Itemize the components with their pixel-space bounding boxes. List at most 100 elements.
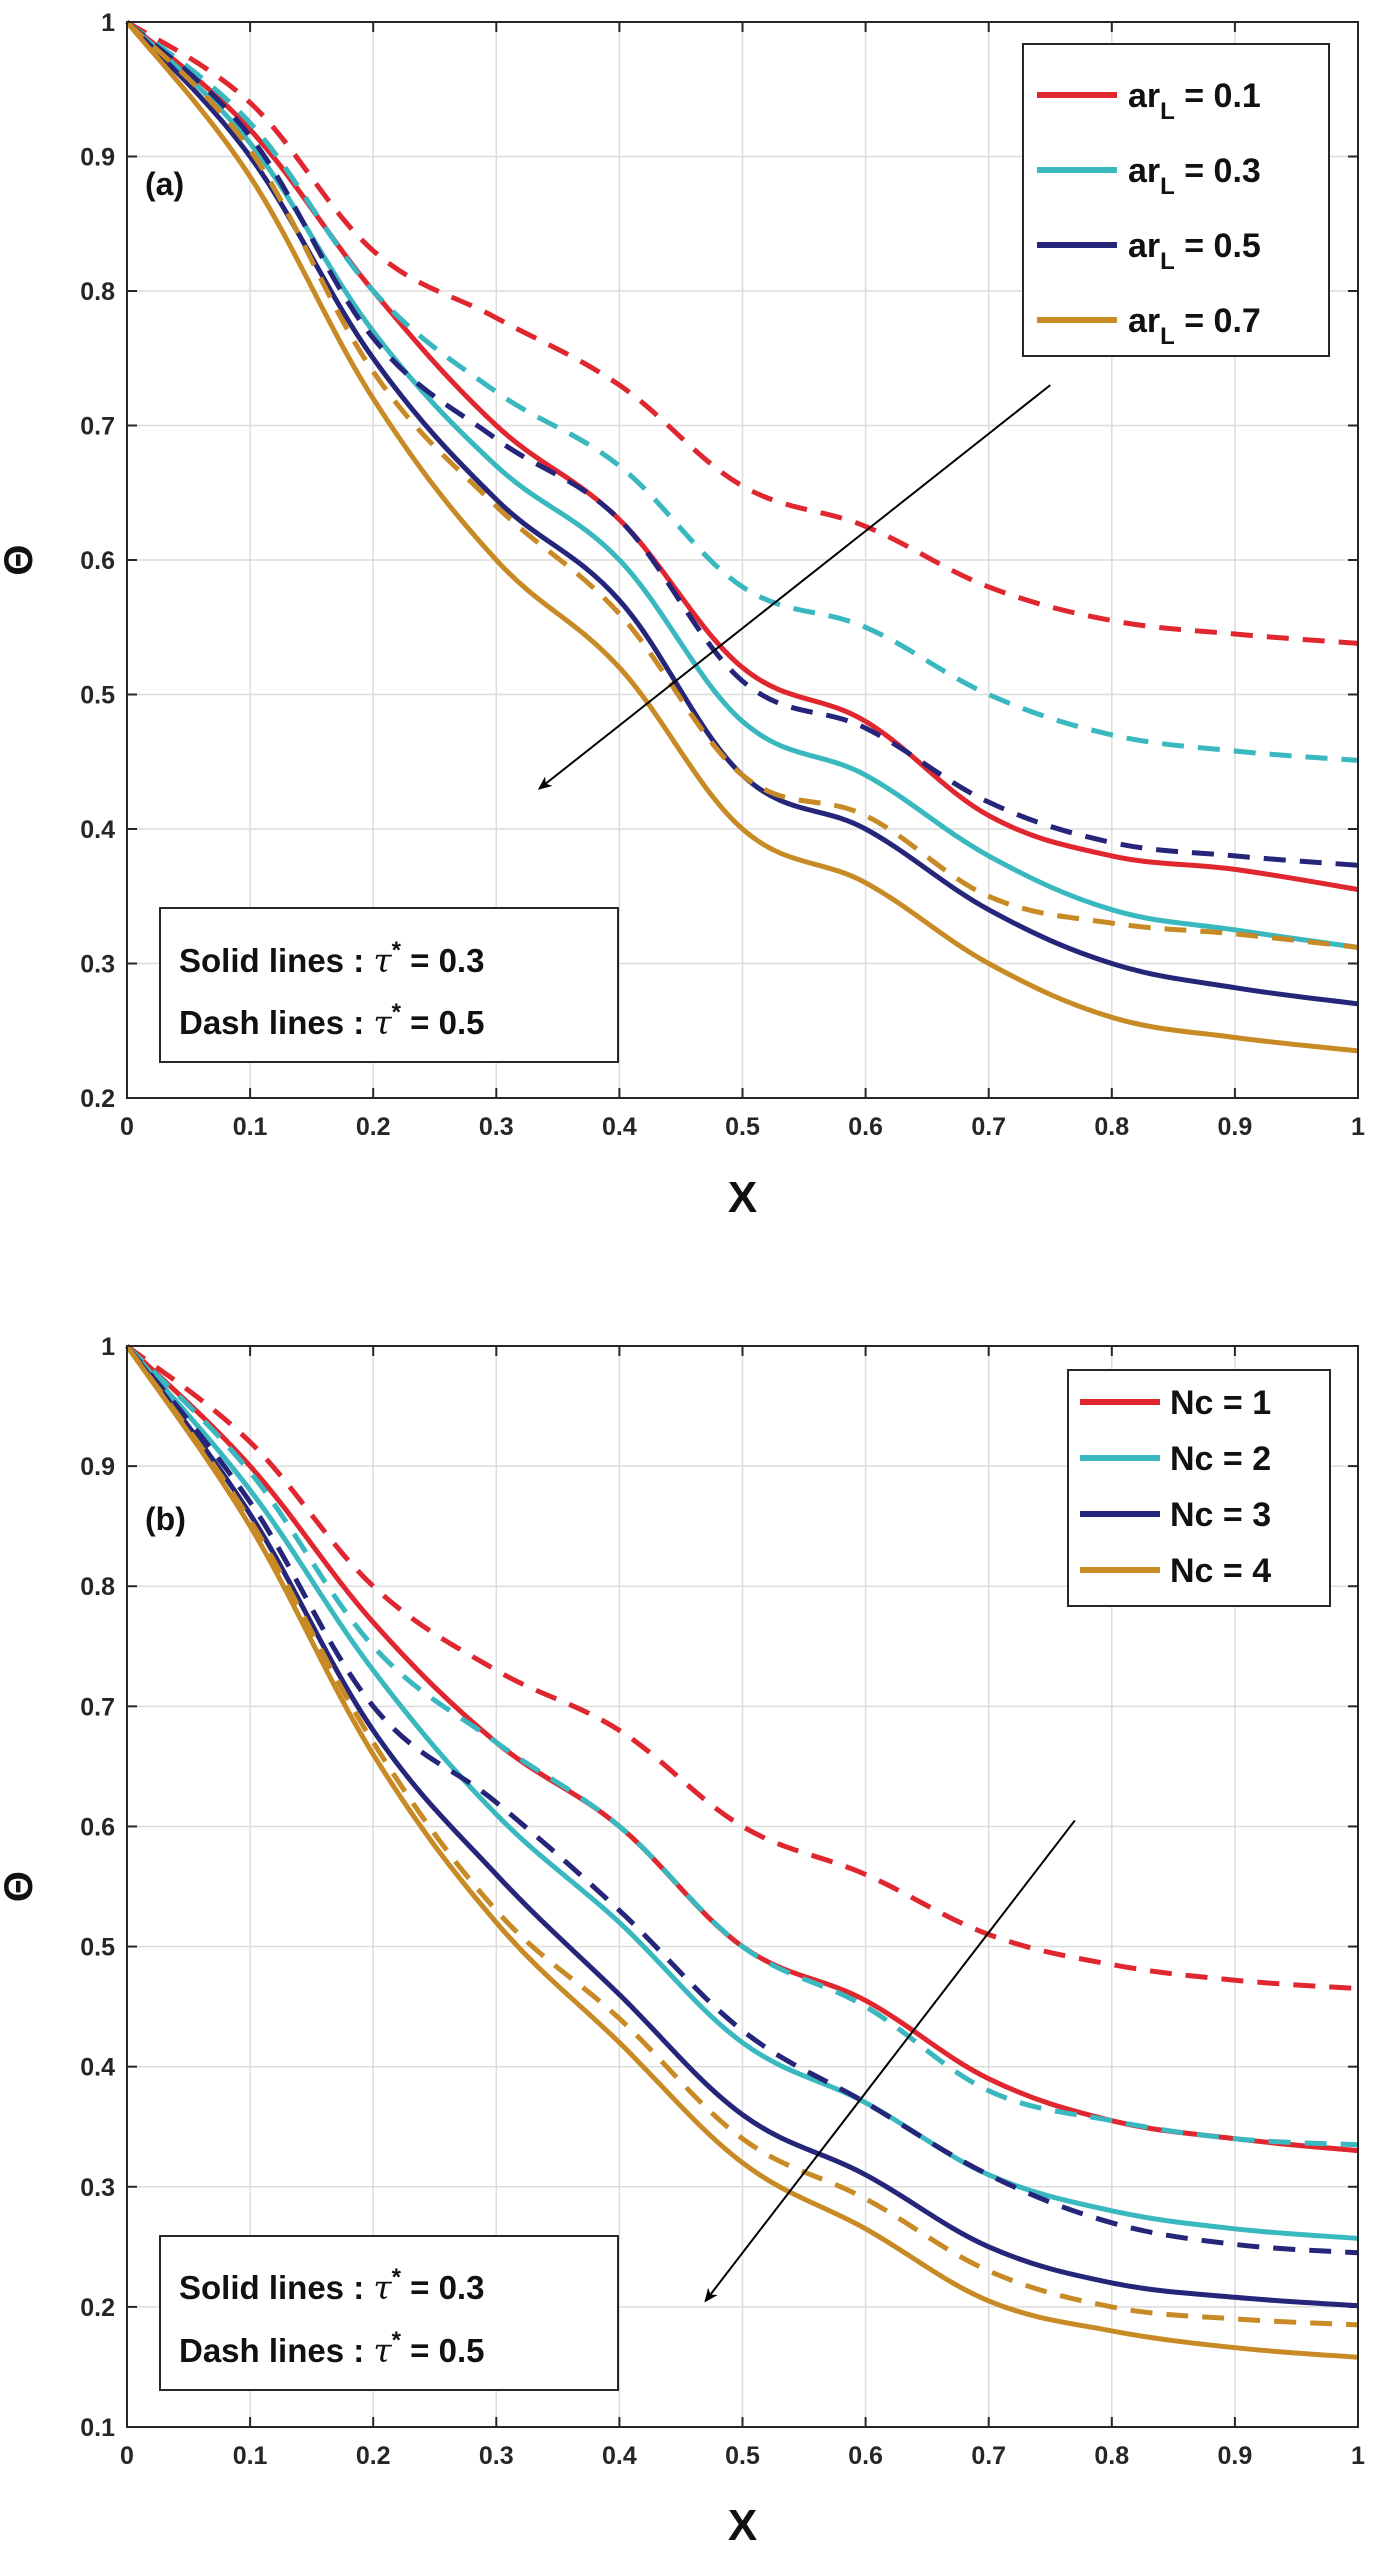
note-tau: τ [373, 941, 392, 980]
y-tick-label: 0.2 [80, 1085, 115, 1113]
x-tick-label: 0 [120, 2442, 134, 2470]
legend-entry-value: = 0.7 [1175, 302, 1261, 340]
legend-entry-base: ar [1128, 227, 1160, 265]
chart-panel-b: 0 0.1 0.2 0.3 0.4 0.5 0.6 0.7 0.8 0.9 10.10.20.30.… [0, 1333, 1365, 2549]
note-tau: τ [373, 2331, 392, 2370]
series-line-6 [125, 20, 1359, 763]
y-tick-label: 0.5 [80, 1934, 115, 1962]
legend-entry: arL = 0.1 [1128, 77, 1261, 125]
y-axis-label: Θ [0, 1871, 41, 1902]
y-tick-label: 0.6 [80, 547, 115, 575]
legend-entry-sub: L [1160, 323, 1175, 350]
legend-entry-sub: L [1160, 98, 1175, 125]
panel-label: (a) [145, 166, 184, 202]
x-tick-label: 1 [1351, 1113, 1365, 1141]
x-tick-label: 0.4 [602, 2442, 637, 2470]
x-axis-label: X [728, 1173, 757, 1222]
x-tick-label: 0.1 [233, 1113, 268, 1141]
x-tick-label: 0.3 [479, 2442, 514, 2470]
y-tick-label: 0.3 [80, 951, 115, 979]
y-tick-label: 0.1 [80, 2414, 115, 2442]
y-tick-label: 1 [101, 1333, 115, 1361]
x-tick-label: 0 [120, 1113, 134, 1141]
legend-entry: Nc = 2 [1170, 1440, 1271, 1478]
line-style-note-box [159, 907, 619, 1063]
x-tick-label: 0.3 [479, 1113, 514, 1141]
legend-entry: arL = 0.7 [1128, 302, 1261, 350]
legend-entry: Nc = 1 [1170, 1384, 1271, 1422]
x-tick-label: 0.6 [848, 2442, 883, 2470]
series-line-5 [125, 19, 1359, 646]
series-line-4 [124, 1344, 1359, 2360]
note-star: * [392, 2327, 402, 2354]
y-tick-label: 0.6 [80, 1813, 115, 1841]
note-value: = 0.3 [401, 942, 484, 979]
x-tick-label: 0.1 [233, 2442, 268, 2470]
note-prefix: Dash lines : [179, 2332, 373, 2369]
axes-frame [126, 21, 1359, 1099]
x-tick-label: 1 [1351, 2442, 1365, 2470]
legend-entry-sub: L [1160, 248, 1175, 275]
note-tau: τ [373, 1003, 392, 1042]
series-line-7 [125, 1344, 1359, 2256]
x-tick-label: 0.5 [725, 1113, 760, 1141]
x-tick-label: 0.2 [356, 1113, 391, 1141]
x-tick-label: 0.9 [1218, 2442, 1253, 2470]
trend-arrow [537, 384, 1051, 790]
series-line-3 [125, 20, 1359, 1007]
legend-entry: Nc = 4 [1170, 1552, 1271, 1590]
y-tick-label: 0.8 [80, 1573, 115, 1601]
y-tick-label: 1 [101, 9, 115, 37]
note-star: * [392, 937, 402, 964]
series-line-6 [125, 1344, 1359, 2148]
x-tick-label: 0.2 [356, 2442, 391, 2470]
legend-entry-value: = 0.1 [1175, 77, 1261, 115]
trend-arrow [704, 1819, 1076, 2303]
note-prefix: Solid lines : [179, 2269, 373, 2306]
x-tick-label: 0.9 [1218, 1113, 1253, 1141]
series-line-4 [125, 20, 1359, 1054]
x-tick-label: 0.8 [1094, 1113, 1129, 1141]
legend-entry: arL = 0.5 [1128, 227, 1261, 275]
legend-entry: arL = 0.3 [1128, 152, 1261, 200]
series-line-5 [125, 1344, 1359, 1992]
x-tick-label: 0.6 [848, 1113, 883, 1141]
y-tick-label: 0.4 [80, 816, 115, 844]
note-prefix: Solid lines : [179, 942, 373, 979]
chart-panel-a: 0 0.1 0.2 0.3 0.4 0.5 0.6 0.7 0.8 0.9 1 0.2 0.3 0.4 0.… [0, 9, 1365, 1222]
line-style-note-box [159, 2235, 619, 2391]
series-line-3 [124, 1344, 1359, 2309]
note-value: = 0.3 [401, 2269, 484, 2306]
x-axis-label: X [728, 2501, 757, 2549]
y-tick-label: 0.3 [80, 2174, 115, 2202]
solid-lines-note: Solid lines : τ* = 0.3 [179, 937, 484, 980]
legend-box [1067, 1369, 1331, 1607]
y-axis-label: Θ [0, 544, 41, 575]
y-tick-label: 0.2 [80, 2294, 115, 2322]
dash-lines-note: Dash lines : τ* = 0.5 [179, 999, 484, 1042]
x-tick-label: 0.8 [1094, 2442, 1129, 2470]
series-line-8 [124, 1344, 1359, 2328]
y-tick-label: 0.9 [80, 1453, 115, 1481]
y-tick-label: 0.9 [80, 144, 115, 172]
solid-lines-note: Solid lines : τ* = 0.3 [179, 2264, 484, 2307]
note-value: = 0.5 [401, 2332, 484, 2369]
note-tau: τ [373, 2268, 392, 2307]
legend-entry: Nc = 3 [1170, 1496, 1271, 1534]
y-tick-label: 0.8 [80, 278, 115, 306]
legend-entry-base: ar [1128, 77, 1160, 115]
y-tick-label: 0.5 [80, 682, 115, 710]
axes-frame [126, 1345, 1359, 2428]
x-tick-label: 0.5 [725, 2442, 760, 2470]
series-line-7 [125, 20, 1359, 868]
note-value: = 0.5 [401, 1004, 484, 1041]
panel-label: (b) [145, 1501, 186, 1537]
x-tick-label: 0.7 [971, 1113, 1006, 1141]
y-tick-label: 0.4 [80, 2054, 115, 2082]
note-star: * [392, 999, 402, 1026]
legend-entry-base: Nc = 4 [1170, 1552, 1271, 1590]
legend-entry-base: Nc = 2 [1170, 1440, 1271, 1478]
note-star: * [392, 2264, 402, 2291]
note-prefix: Dash lines : [179, 1004, 373, 1041]
